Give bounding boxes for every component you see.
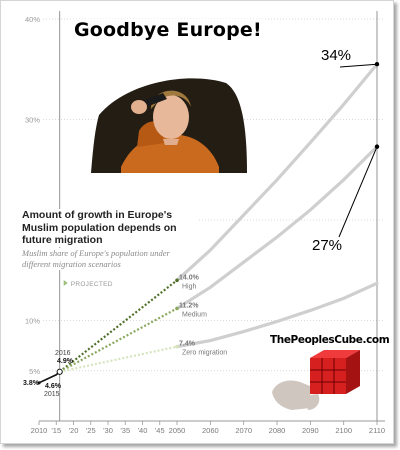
point-value-label: 4.9% — [57, 358, 74, 365]
history-line — [38, 371, 61, 384]
callout-dot-high — [374, 62, 380, 67]
x-tick-label: 2110 — [369, 426, 385, 435]
series-name-label: Zero migration — [182, 350, 227, 357]
series-value-label: 11.2% — [179, 302, 199, 309]
series-projection-0 — [59, 279, 178, 373]
y-tick-label: 40% — [25, 15, 40, 24]
x-tick-label: '40 — [138, 426, 148, 435]
meme-headline: Goodbye Europe! — [71, 19, 265, 41]
point-2010 — [37, 381, 41, 385]
tick-labels: 5%10%20%30%40%2010'15'20'25'30'35'40'452… — [25, 15, 385, 435]
point-year-label: 2015 — [44, 391, 60, 398]
point-year-label: 2016 — [55, 350, 71, 357]
logo-text: ThePeoplesCube.com — [270, 334, 390, 346]
projected-label: PROJECTED — [71, 281, 113, 288]
x-tick-label: 2060 — [202, 426, 219, 435]
point-2016 — [56, 368, 63, 375]
series-lines — [37, 62, 379, 385]
series-extension-2 — [175, 281, 379, 349]
callout-pointers — [338, 62, 380, 238]
x-tick-label: 2010 — [31, 426, 48, 435]
x-tick-label: '45 — [155, 426, 165, 435]
site-logo: ThePeoplesCube.com — [270, 334, 390, 412]
y-tick-label: 5% — [29, 367, 40, 376]
point-value-label: 3.8% — [23, 380, 40, 387]
series-extension-0 — [175, 62, 379, 282]
callout-high-value: 34% — [321, 47, 352, 64]
series-name-label: Medium — [182, 311, 207, 318]
x-tick-label: '35 — [120, 426, 130, 435]
series-end-marker — [175, 344, 179, 349]
callout-dot-medium — [374, 144, 380, 149]
series-value-label: 7.4% — [179, 341, 196, 348]
y-tick-label: 10% — [25, 317, 40, 326]
series-end-marker — [175, 306, 179, 311]
series-extension-1 — [175, 145, 379, 311]
series-name-label: High — [182, 283, 197, 290]
x-tick-label: '30 — [103, 426, 113, 435]
x-tick-label: 2070 — [235, 426, 252, 435]
chart-subtitle: Muslim share of Europe's population unde… — [22, 248, 182, 270]
x-tick-label: 2090 — [302, 426, 319, 435]
projected-arrow-icon — [63, 280, 68, 286]
data-labels: PROJECTED 14.0% High 11.2% Medium 7.4% Zero mi… — [23, 274, 227, 398]
series-projection-1 — [59, 307, 178, 373]
callout-medium-value: 27% — [312, 237, 343, 254]
x-tick-label: 2050 — [169, 426, 186, 435]
x-tick-label: 2100 — [335, 426, 352, 435]
migration-chart: 5%10%20%30%40%2010'15'20'25'30'35'40'452… — [23, 11, 385, 435]
x-tick-label: 2080 — [269, 426, 286, 435]
politician-photo — [91, 78, 247, 173]
x-tick-label: '20 — [69, 426, 79, 435]
series-end-marker — [175, 278, 179, 283]
y-tick-label: 30% — [25, 116, 40, 125]
callout-pointer-high — [339, 63, 378, 68]
series-value-label: 14.0% — [179, 274, 200, 281]
x-tick-label: '15 — [51, 426, 61, 435]
callout-pointer-medium — [338, 146, 378, 238]
point-value-label: 4.6% — [45, 383, 62, 390]
x-tick-label: '25 — [86, 426, 96, 435]
rubik-cube-hand-icon — [272, 350, 360, 410]
meme-frame: 5%10%20%30%40%2010'15'20'25'30'35'40'452… — [0, 0, 394, 444]
chart-title: Amount of growth in Europe's Muslim popu… — [22, 209, 198, 247]
